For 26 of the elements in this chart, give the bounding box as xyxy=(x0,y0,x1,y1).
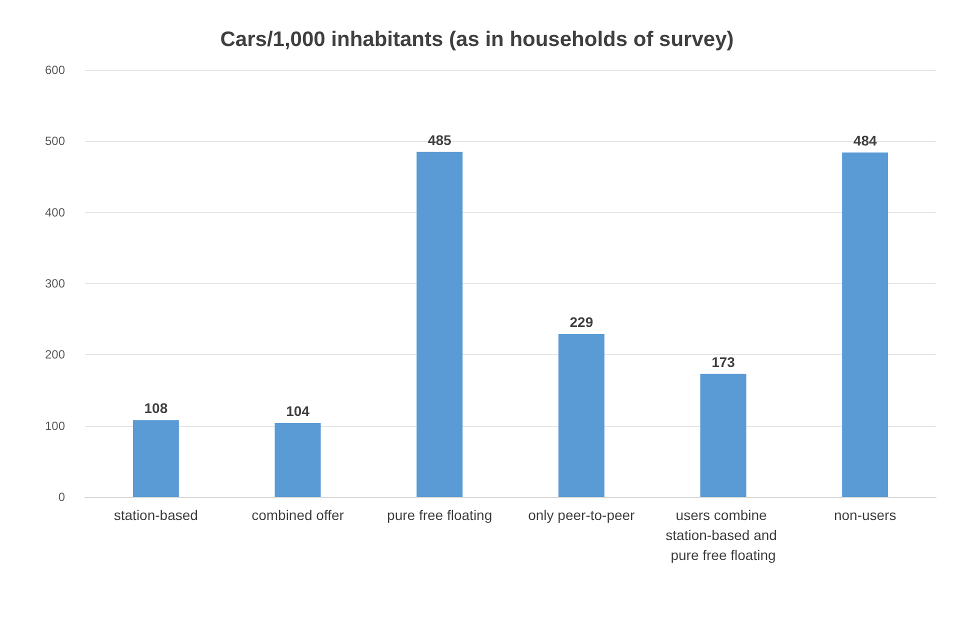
data-label: 173 xyxy=(712,354,736,370)
bar xyxy=(132,420,179,497)
y-tick-label: 100 xyxy=(44,418,66,433)
y-tick-label: 500 xyxy=(44,134,66,148)
x-tick-label: station-based xyxy=(114,507,198,523)
data-label: 104 xyxy=(286,402,310,419)
x-tick-label: pure free floating xyxy=(387,507,492,523)
data-label: 484 xyxy=(853,132,877,149)
bar xyxy=(274,422,321,497)
chart-title: Cars/1,000 inhabitants (as in households of survey) xyxy=(220,28,734,51)
data-label: 485 xyxy=(428,132,452,148)
y-tick-label: 600 xyxy=(44,63,66,77)
bar xyxy=(700,374,746,497)
data-label: 108 xyxy=(144,400,168,416)
bar xyxy=(558,334,604,497)
y-tick-label: 300 xyxy=(44,276,66,290)
bar xyxy=(416,152,463,497)
x-tick-label: combined offer xyxy=(252,507,344,523)
x-tick-label: users combine station-based and pure free floating xyxy=(666,507,781,563)
y-tick-label: 0 xyxy=(58,490,66,504)
x-tick-label: only peer-to-peer xyxy=(528,507,636,523)
x-tick-label: non-users xyxy=(834,507,896,523)
y-tick-label: 200 xyxy=(44,348,66,362)
y-tick-label: 400 xyxy=(44,205,66,220)
data-label: 229 xyxy=(570,314,594,330)
bar xyxy=(842,152,888,497)
